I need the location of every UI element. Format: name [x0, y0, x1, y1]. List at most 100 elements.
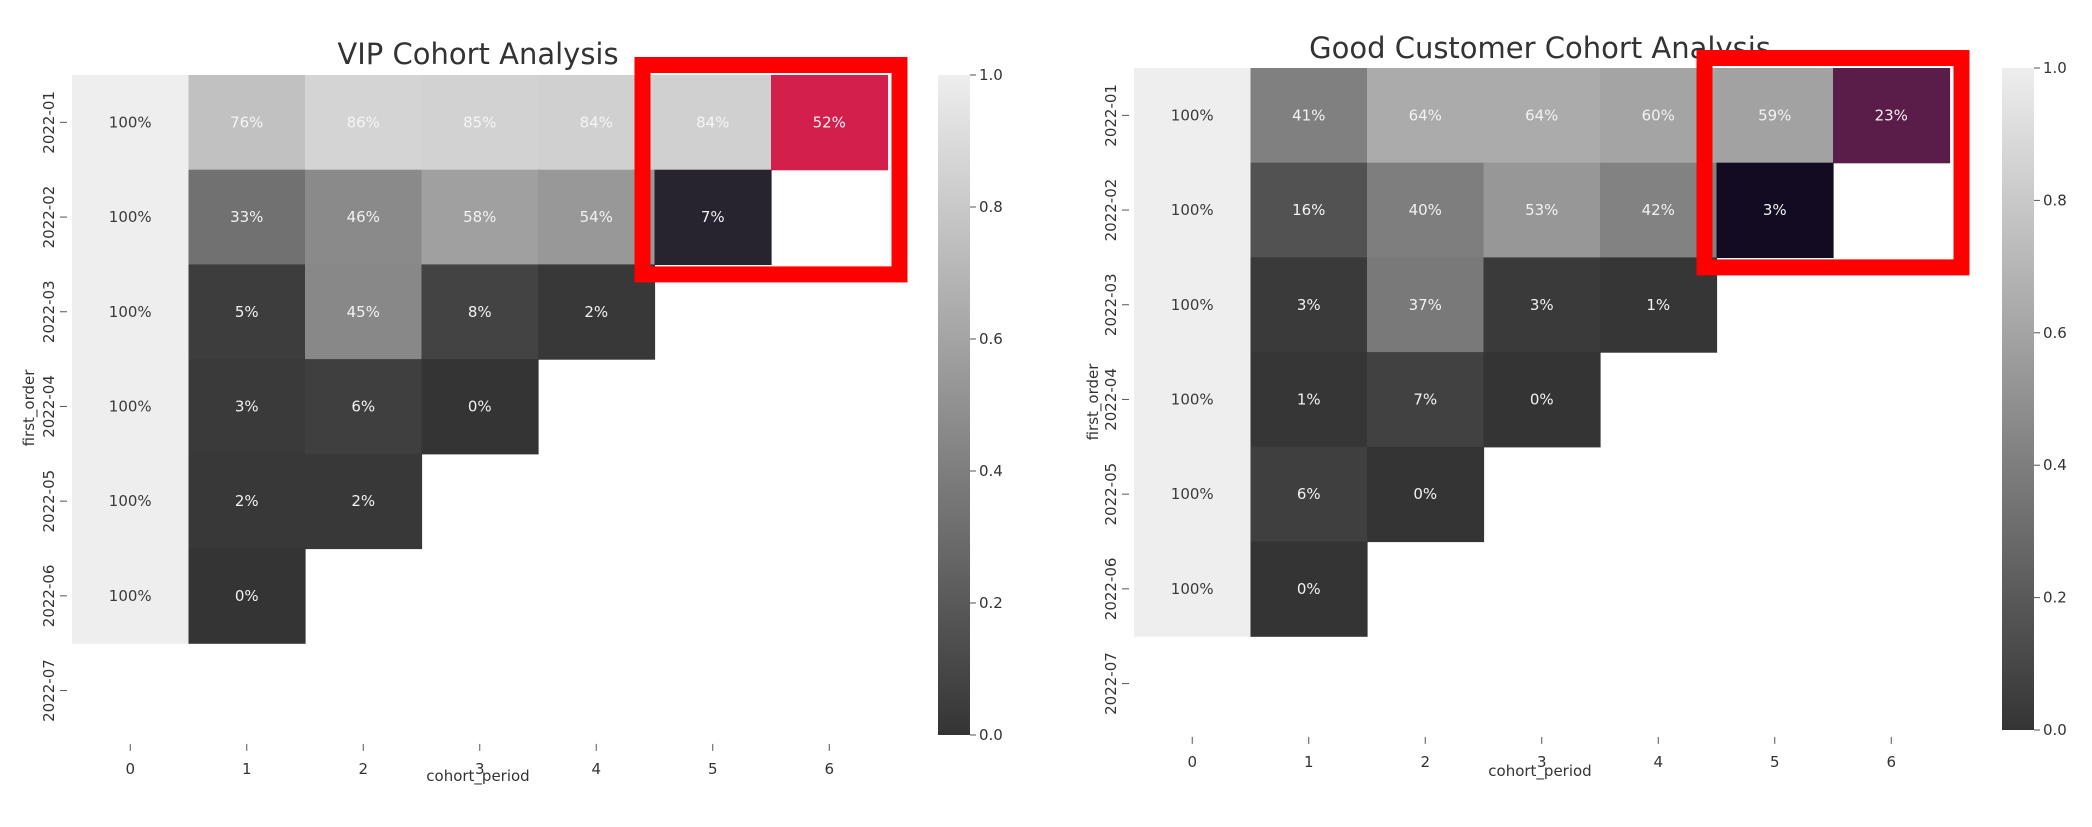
cell-value-label: 41% — [1292, 106, 1325, 124]
heatmap-cell — [1367, 257, 1485, 353]
y-tick-label: 2022-06 — [1102, 558, 1120, 621]
cell-value-label: 40% — [1409, 201, 1442, 219]
y-tick-label: 2022-02 — [40, 186, 58, 249]
highlight-box — [634, 57, 908, 283]
x-tick-label: 4 — [591, 760, 601, 778]
colorbar-gradient — [938, 75, 970, 735]
cell-value-label: 58% — [463, 208, 496, 226]
colorbar-tick-label: 0.6 — [2043, 324, 2067, 342]
colorbar-gradient — [2002, 68, 2034, 730]
cell-value-label: 23% — [1875, 106, 1908, 124]
heatmap-cell — [1483, 162, 1601, 258]
heatmap-cell — [188, 359, 306, 455]
heatmap-cell-labels: 100% 76% 86% 85% 84% 84% 52% 100% 33% 46% 58% 54% 7%… — [109, 113, 846, 604]
heatmap-cell — [1134, 257, 1252, 353]
cell-value-label: 45% — [347, 303, 380, 321]
colorbar-tick-label: 1.0 — [2043, 59, 2067, 77]
cell-value-label: 46% — [347, 208, 380, 226]
heatmap-cell — [188, 169, 306, 265]
cell-value-label: 3% — [1530, 296, 1554, 314]
y-tick-label: 2022-01 — [1102, 84, 1120, 147]
heatmap-cell — [188, 453, 306, 550]
cell-value-label: 2% — [584, 303, 608, 321]
chart-title: VIP Cohort Analysis — [337, 37, 618, 71]
cell-value-label: 64% — [1409, 106, 1442, 124]
x-tick-label: 2 — [1420, 753, 1430, 771]
cell-value-label: 3% — [1297, 296, 1321, 314]
heatmap-cell — [72, 75, 190, 171]
heatmap-cell-labels: 100% 41% 64% 64% 60% 59% 23% 100% 16% 40% 53% 42% 3%… — [1171, 106, 1908, 597]
colorbar-tick-label: 1.0 — [979, 66, 1003, 84]
cell-value-label: 3% — [235, 397, 259, 415]
cell-value-label: 6% — [1297, 485, 1321, 503]
heatmap-cell — [1483, 257, 1601, 353]
y-tick-label: 2022-03 — [1102, 273, 1120, 336]
cell-value-label: 42% — [1642, 201, 1675, 219]
good-customer-cohort-heatmap: Good Customer Cohort Analysis 100% 41% 64%… — [1084, 31, 2067, 781]
cell-value-label: 33% — [230, 208, 263, 226]
heatmap-cell — [421, 169, 539, 265]
heatmap-cell — [1250, 352, 1368, 448]
cell-value-label: 84% — [580, 113, 613, 131]
cell-value-label: 8% — [468, 303, 492, 321]
heatmap-cell — [1134, 352, 1252, 448]
heatmap-cell — [72, 359, 190, 455]
heatmap-cell — [1250, 68, 1368, 164]
colorbar-tick-label: 0.4 — [2043, 456, 2067, 474]
heatmap-cell — [1250, 162, 1368, 258]
heatmap-cells — [72, 75, 889, 644]
heatmap-cell — [1483, 68, 1601, 164]
heatmap-cell — [188, 75, 306, 171]
cell-value-label: 100% — [1171, 580, 1214, 598]
x-tick-label: 6 — [824, 760, 834, 778]
x-tick-label: 0 — [125, 760, 135, 778]
heatmap-cell — [72, 548, 190, 644]
heatmap-cell — [1367, 352, 1485, 448]
heatmap-cell — [1134, 162, 1252, 258]
heatmap-cell — [1250, 541, 1368, 637]
cell-value-label: 59% — [1758, 106, 1791, 124]
x-tick-label: 1 — [242, 760, 252, 778]
heatmap-cell — [72, 169, 190, 265]
y-tick-label: 2022-07 — [1102, 652, 1120, 715]
cell-value-label: 100% — [109, 397, 152, 415]
heatmap-cell — [305, 264, 423, 360]
x-tick-label: 6 — [1886, 753, 1896, 771]
cell-value-label: 84% — [696, 113, 729, 131]
x-tick-label: 5 — [708, 760, 718, 778]
cell-value-label: 100% — [109, 587, 152, 605]
heatmap-cell — [421, 359, 539, 455]
cell-value-label: 100% — [1171, 390, 1214, 408]
cell-value-label: 76% — [230, 113, 263, 131]
cell-value-label: 100% — [1171, 106, 1214, 124]
heatmap-cell — [421, 75, 539, 171]
vip-cohort-heatmap: VIP Cohort Analysis 100% 76% 86% 85% 84% 84% 5… — [20, 37, 1003, 786]
cell-value-label: 6% — [351, 397, 375, 415]
x-tick-label: 3 — [1537, 753, 1547, 771]
colorbar-tick-label: 0.4 — [979, 462, 1003, 480]
cell-value-label: 100% — [109, 208, 152, 226]
heatmap-cell — [1250, 257, 1368, 353]
cell-value-label: 0% — [1530, 390, 1554, 408]
x-tick-labels: 0 1 2 3 4 5 6 — [1187, 736, 1896, 771]
heatmap-cell — [1250, 446, 1368, 543]
x-axis-label: cohort_period — [1488, 762, 1591, 781]
cell-value-label: 0% — [1413, 485, 1437, 503]
heatmap-cell — [1716, 68, 1834, 164]
heatmap-cell — [654, 75, 772, 171]
cell-value-label: 0% — [235, 587, 259, 605]
cell-value-label: 0% — [1297, 580, 1321, 598]
heatmap-cell — [1134, 541, 1252, 637]
colorbar-tick-label: 0.2 — [2043, 589, 2067, 607]
heatmap-cell — [305, 453, 423, 550]
x-tick-label: 4 — [1653, 753, 1663, 771]
heatmap-cell — [1134, 68, 1252, 164]
highlight-box — [1696, 50, 1970, 276]
y-tick-label: 2022-04 — [40, 375, 58, 438]
colorbar-tick-label: 0.2 — [979, 594, 1003, 612]
heatmap-cell — [421, 264, 539, 360]
y-tick-labels: 2022-01 2022-02 2022-03 2022-04 2022-05 2022-… — [40, 91, 67, 722]
cell-value-label: 16% — [1292, 201, 1325, 219]
colorbar: 0.0 0.2 0.4 0.6 0.8 1.0 — [2002, 59, 2067, 739]
